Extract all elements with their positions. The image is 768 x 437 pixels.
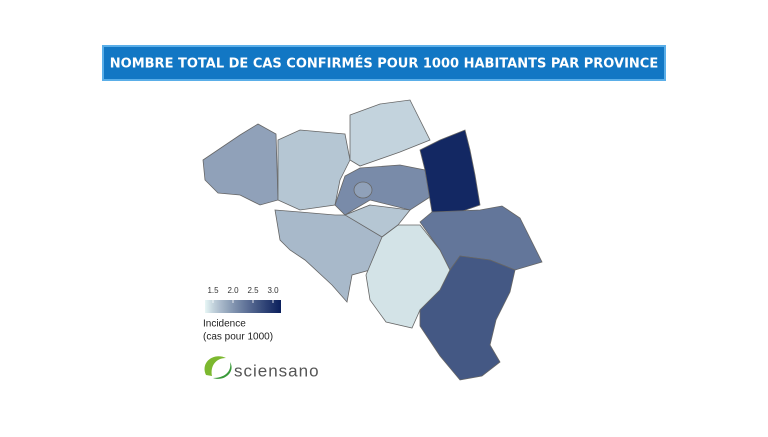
legend-tick-label: 3.0 [267,286,279,295]
legend-tick-label: 1.5 [207,286,219,295]
province [419,129,481,213]
province [353,181,373,199]
province [202,123,279,206]
province [274,204,386,303]
map [202,99,543,381]
title: NOMBRE TOTAL DE CAS CONFIRMÉS POUR 1000 … [110,56,658,72]
province [277,129,351,211]
province [349,99,431,167]
legend-tick-label: 2.5 [247,286,259,295]
province [419,205,543,271]
legend: 1.5 2.0 2.5 3.0 [205,286,281,313]
legend-tick-label: 2.0 [227,286,239,295]
province [344,204,411,238]
legend-subtitle: (cas pour 1000) [203,332,273,343]
legend-title: Incidence [203,319,246,330]
province [419,255,516,381]
legend-bar [205,300,281,313]
logo-text: sciensano [234,361,320,380]
title-banner [102,45,666,81]
logo-icon [204,356,232,379]
